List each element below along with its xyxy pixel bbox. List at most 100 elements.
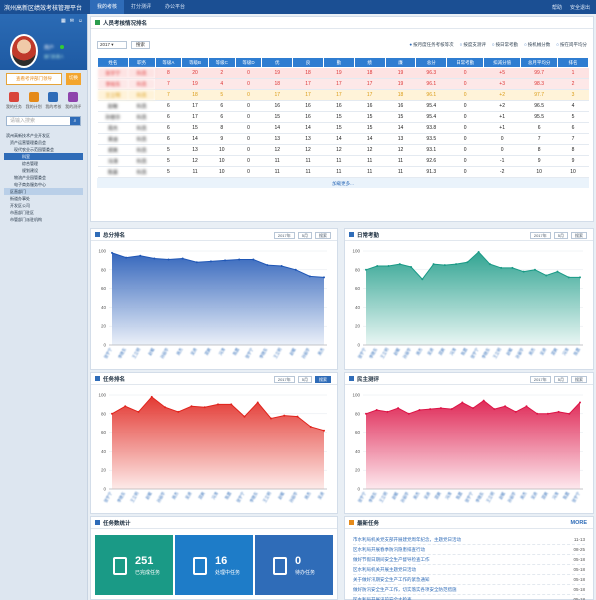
chart-year-select[interactable]: 2017年 [529, 376, 551, 383]
task-tile-2[interactable]: 0 待办任务 [255, 535, 333, 595]
y-tick-label: 0 [357, 343, 360, 348]
table-row[interactable]: 赵敏 科员 6 17 6 0 16 16 16 16 16 95.4 0 +2 96.5 4 [97, 100, 589, 112]
tree-node[interactable]: 滨州高新技术产业开发区 [6, 133, 50, 138]
load-more-link[interactable]: 加载更多... [97, 178, 589, 188]
tree-node[interactable]: 街道办事处 [10, 196, 30, 201]
logout-link[interactable]: 安全退出 [569, 4, 590, 11]
table-cell: 11 [354, 166, 386, 178]
table-row[interactable]: 王立明 科员 7 18 5 0 17 17 17 17 18 96.1 0 +2 97.7 3 [97, 89, 589, 101]
table-row[interactable]: 吴迪 科员 6 14 9 0 13 13 14 14 13 93.5 0 0 7 7 [97, 133, 589, 145]
ranking-mode-radio[interactable]: 按度支测评 [460, 42, 486, 48]
list-item[interactable]: 区水利局开展汛前安全大检查 05-18 [353, 595, 585, 600]
more-link[interactable]: MORE [570, 519, 588, 526]
data-point [283, 414, 286, 417]
task-tile-0[interactable]: 251 已完成任务 [95, 535, 173, 595]
quick-link-2[interactable]: 我的考核 [45, 92, 61, 110]
list-item[interactable]: 做好节假日期间安全生产督导检查工作 05-18 [353, 555, 585, 565]
quick-link-0[interactable]: 我的任务 [6, 92, 22, 110]
nav-tab-1[interactable]: 打分测评 [131, 4, 152, 10]
table-cell: 10 [520, 166, 558, 178]
list-item[interactable]: 市水利局机关党支部开展建党周年纪念，主题党日活动 11-13 [353, 535, 585, 545]
chart-search-button[interactable]: 搜索 [315, 232, 331, 239]
table-cell: 0 [235, 122, 262, 134]
table-row[interactable]: 陈晨 科员 5 11 10 0 11 11 11 11 11 91.3 0 -2 10 10 [97, 166, 589, 178]
search-icon[interactable]: ⌕ [70, 117, 80, 125]
chart-month-select[interactable]: 5月 [553, 376, 568, 383]
tree-node[interactable]: 规划建设 [22, 168, 38, 173]
chart-month-select[interactable]: 5月 [297, 376, 312, 383]
search-input[interactable]: 请输入搜索 [10, 118, 36, 124]
table-cell: 0 [235, 78, 262, 90]
y-tick-label: 20 [101, 324, 107, 329]
tree-node[interactable]: 开发区公司 [10, 203, 30, 208]
table-cell: 5 [208, 89, 236, 101]
data-point [190, 405, 193, 408]
table-cell: 6 [155, 100, 182, 112]
table-cell: 11 [323, 166, 355, 178]
chart-year-select[interactable]: 2017年 [529, 232, 551, 239]
chart-year-select[interactable]: 2017年 [273, 376, 295, 383]
chart-header: 总分排名 [91, 229, 337, 241]
tree-node[interactable]: 电子商务服务中心 [14, 182, 46, 187]
table-cell: 9 [208, 133, 236, 145]
latest-tasks-panel: 最新任务 MORE 市水利局机关党支部开展建党周年纪念，主题党日活动 11-13 区水… [344, 516, 594, 600]
year-select[interactable]: 2017 ▾ [97, 41, 127, 49]
chart-search-button[interactable]: 搜索 [571, 232, 587, 239]
ranking-mode-radio[interactable]: 按在岗平均分 [556, 42, 587, 48]
table-row[interactable]: 孙丽华 科员 6 17 6 0 15 16 15 15 15 95.4 0 +1 95.5 5 [97, 111, 589, 123]
ranking-search-button[interactable]: 搜索 [131, 41, 150, 49]
switch-role-button[interactable]: 切换 [66, 73, 81, 85]
tree-node[interactable]: 现代农业示范园管委会 [14, 147, 54, 152]
table-row[interactable]: 冯涛 科员 5 12 10 0 11 11 11 11 11 92.6 0 -1 9 9 [97, 155, 589, 167]
role-label[interactable]: 查看考评部门领导 [6, 73, 62, 85]
chart-month-select[interactable]: 5月 [553, 232, 568, 239]
help-link[interactable]: 帮助 [551, 4, 562, 11]
tree-node[interactable]: 科室 [4, 153, 83, 160]
tree-node[interactable]: 资产运营管理委员会 [10, 140, 46, 145]
evaluation-chart-panel: 民主测评 2017年 5月 搜索 0 20 40 60 80 100 张宇宁 李晓东 王立明 赵敏 孙丽华周… [344, 372, 594, 514]
chart-year-select[interactable]: 2017年 [273, 232, 295, 239]
tree-node[interactable]: 市直部门驻区 [10, 210, 34, 215]
table-row[interactable]: 张宇宁 科员 8 20 2 0 19 18 19 18 19 96.3 0 +5 99.7 1 [97, 67, 589, 79]
nav-tab-0[interactable]: 我的考核 [90, 0, 125, 14]
quick-link-1[interactable]: 我的计划 [26, 92, 42, 110]
data-point [421, 278, 424, 281]
table-row[interactable]: 周杰 科员 6 15 8 0 14 14 15 15 14 93.8 0 +1 6 6 [97, 122, 589, 134]
ranking-mode-radio[interactable]: 按机械分数 [524, 42, 551, 48]
tree-node[interactable]: 综合管理 [22, 161, 38, 166]
x-tick-label: 李晓东 [475, 491, 485, 504]
task-tile-1[interactable]: 16 处理中任务 [175, 535, 253, 595]
chart-month-select[interactable]: 5月 [297, 232, 312, 239]
tree-node[interactable]: 市管部门派驻机构 [10, 217, 42, 222]
chart-search-button[interactable]: 搜索 [315, 376, 331, 383]
list-item[interactable]: 做好防汛安全生产工作，切实落实各项安全防范措施 05-18 [353, 585, 585, 595]
tree-node[interactable]: 物流产业园管委会 [14, 175, 46, 180]
x-tick-label: 冯涛 [561, 347, 569, 356]
ranking-mode-radio[interactable]: 按月度任务考核等次 [409, 42, 454, 48]
x-tick-label: 王立明 [378, 491, 388, 504]
data-point [124, 405, 127, 408]
quick-link-label: 我的计划 [25, 104, 42, 109]
tree-node[interactable]: 区直部门 [4, 188, 83, 195]
nav-tab-2[interactable]: 办公平台 [165, 4, 186, 10]
list-item[interactable]: 区水利局机关开展主题党日活动 05-18 [353, 565, 585, 575]
message-icon[interactable]: ✉ [69, 18, 74, 24]
table-row[interactable]: 郑爽 科员 5 13 10 0 12 12 12 12 12 93.1 0 0 8 8 [97, 144, 589, 156]
table-cell: 8 [557, 144, 589, 156]
user-icon[interactable]: ☺ [77, 18, 83, 24]
table-cell: 周杰 [97, 122, 129, 134]
chart-svg: 020406080100张宇宁 李晓东 王立明 赵敏 孙丽华 周杰 吴迪 郑爽 冯涛 陈晨 张宇宁李… [98, 393, 327, 503]
table-row[interactable]: 李晓东 科员 7 19 4 0 18 17 17 17 19 96.1 0 +3 98.3 2 [97, 78, 589, 90]
list-item[interactable]: 关于做好汛期安全生产工作的紧急通知 05-18 [353, 575, 585, 585]
y-tick-label: 60 [101, 430, 107, 435]
list-item[interactable]: 区水利局开展春季防汛隐患排查行动 08-25 [353, 545, 585, 555]
table-cell: 14 [261, 122, 293, 134]
ranking-mode-radio[interactable]: 按日常考勤 [492, 42, 519, 48]
chart-search-button[interactable]: 搜索 [571, 376, 587, 383]
top-nav: 我的考核 打分测评 办公平台 [90, 0, 192, 14]
quick-link-3[interactable]: 我的测评 [65, 92, 81, 110]
x-tick-label: 陈晨 [562, 491, 570, 500]
grid-icon[interactable]: ▦ [60, 18, 66, 24]
table-cell: 0 [446, 111, 484, 123]
x-tick-label: 周杰 [175, 347, 183, 356]
